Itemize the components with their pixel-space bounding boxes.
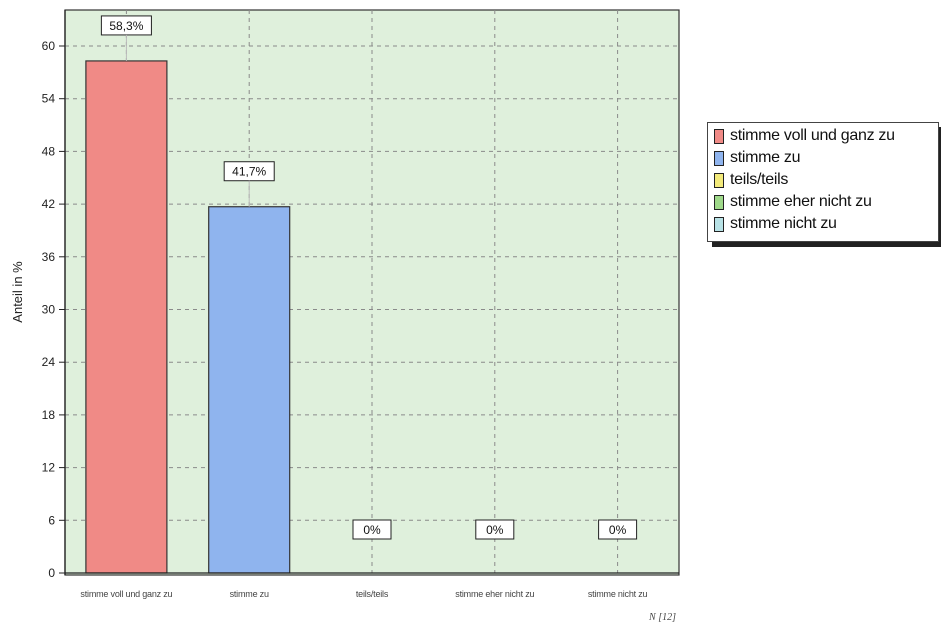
- y-tick-label: 0: [48, 566, 55, 580]
- legend-item: stimme eher nicht zu: [714, 191, 938, 213]
- bar: [208, 206, 291, 574]
- value-label-box: [598, 519, 638, 540]
- bar: [85, 60, 168, 574]
- bars: [85, 60, 291, 574]
- y-tick-label: 24: [42, 355, 56, 369]
- value-labels: 58,3% 41,7% 0% 0% 0%: [100, 15, 638, 540]
- x-tick-label: stimme voll und ganz zu: [80, 589, 172, 599]
- y-axis: 0 6 12 18 24 30 36 42 48 54 60: [42, 10, 66, 580]
- legend-swatch: [714, 194, 724, 210]
- value-label: 0%: [598, 519, 638, 540]
- legend-item: stimme nicht zu: [714, 213, 938, 235]
- legend-item: teils/teils: [714, 169, 938, 191]
- legend-item: stimme zu: [714, 147, 938, 169]
- sample-size-label: N [12]: [648, 612, 676, 622]
- value-label-text: 41,7%: [232, 165, 266, 179]
- legend-swatch: [714, 150, 724, 166]
- legend-swatch: [714, 172, 724, 188]
- legend-label: stimme nicht zu: [730, 215, 837, 232]
- value-label: 41,7%: [223, 161, 275, 207]
- y-tick-label: 18: [42, 408, 56, 422]
- value-label-box: [352, 519, 392, 540]
- y-tick-label: 12: [42, 461, 56, 475]
- value-label-box: [475, 519, 515, 540]
- x-axis: stimme voll und ganz zu stimme zu teils/te…: [65, 572, 679, 599]
- legend-label: stimme zu: [730, 149, 801, 166]
- x-tick-label: stimme nicht zu: [588, 589, 648, 599]
- y-tick-label: 54: [42, 92, 56, 106]
- value-label: 0%: [352, 519, 392, 540]
- value-label-text: 58,3%: [109, 19, 143, 33]
- value-label-text: 0%: [486, 523, 504, 537]
- legend-label: teils/teils: [730, 171, 789, 188]
- legend: stimme voll und ganz zu stimme zu teils/te…: [707, 122, 939, 242]
- value-label: 0%: [475, 519, 515, 540]
- value-label: 58,3%: [100, 15, 152, 61]
- y-tick-label: 30: [42, 303, 56, 317]
- legend-swatch: [714, 216, 724, 232]
- y-tick-label: 42: [42, 197, 56, 211]
- legend-item: stimme voll und ganz zu: [714, 125, 938, 147]
- legend-label: stimme voll und ganz zu: [730, 127, 895, 144]
- y-tick-label: 6: [48, 513, 55, 527]
- legend-label: stimme eher nicht zu: [730, 193, 872, 210]
- value-label-text: 0%: [609, 523, 627, 537]
- bar-chart: 0 6 12 18 24 30 36 42 48 54 60 stimme voll und gan…: [10, 9, 680, 622]
- legend-swatch: [714, 128, 724, 144]
- y-axis-label: Anteil in %: [10, 261, 25, 323]
- x-tick-label: stimme eher nicht zu: [455, 589, 534, 599]
- y-tick-label: 48: [42, 144, 56, 158]
- y-tick-label: 36: [42, 250, 56, 264]
- value-label-text: 0%: [363, 523, 381, 537]
- y-tick-label: 60: [42, 39, 56, 53]
- x-tick-label: stimme zu: [230, 589, 269, 599]
- x-tick-label: teils/teils: [356, 589, 389, 599]
